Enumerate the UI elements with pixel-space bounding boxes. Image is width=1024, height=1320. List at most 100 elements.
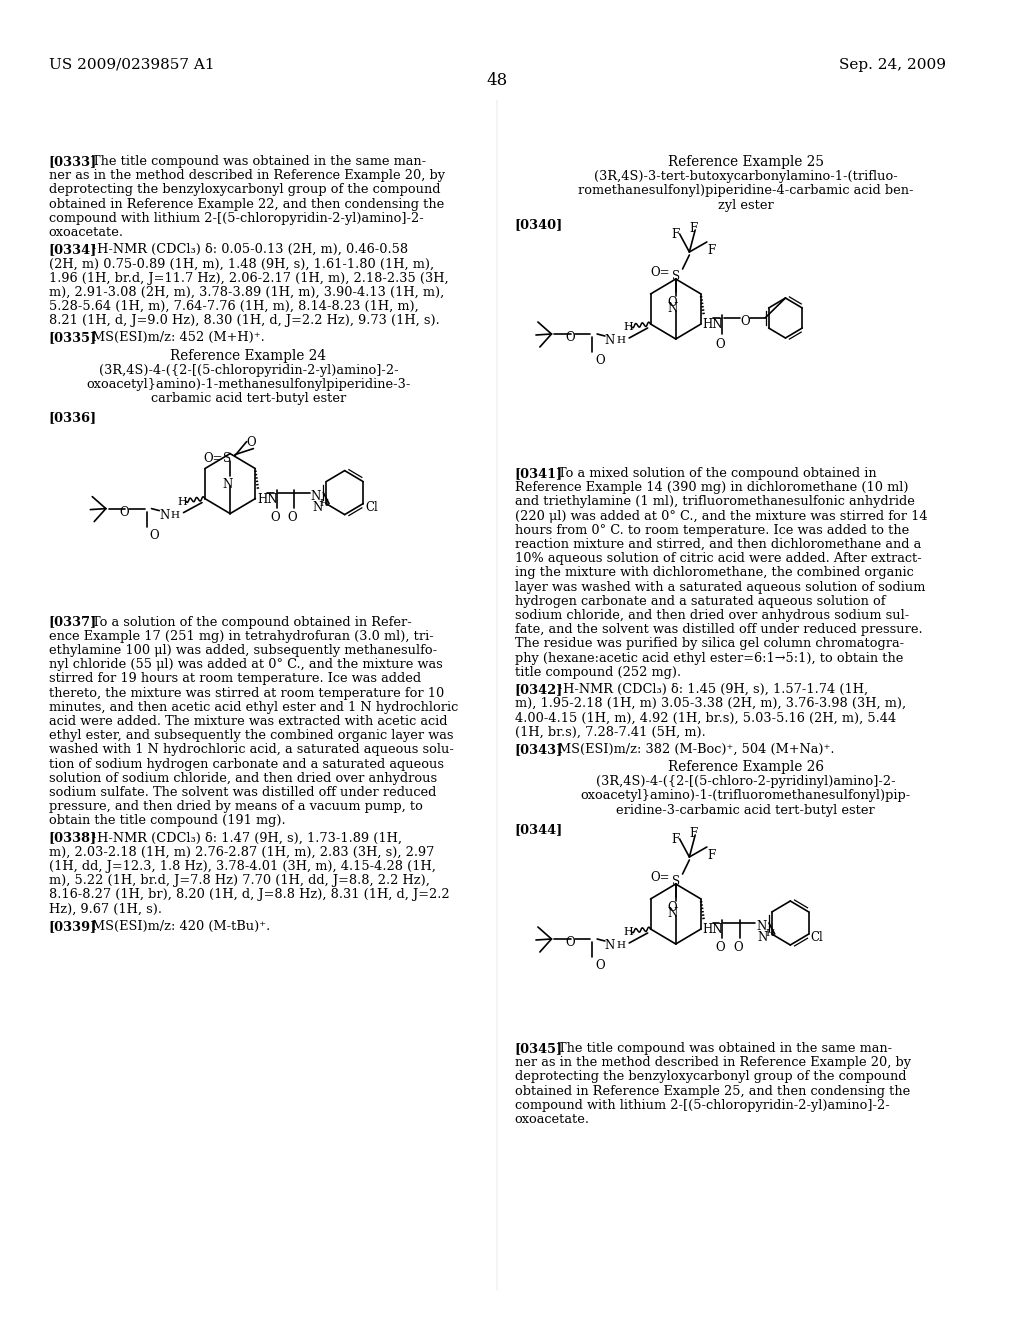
- Text: To a mixed solution of the compound obtained in: To a mixed solution of the compound obta…: [558, 467, 877, 480]
- Text: O: O: [716, 941, 725, 954]
- Text: romethanesulfonyl)piperidine-4-carbamic acid ben-: romethanesulfonyl)piperidine-4-carbamic …: [578, 185, 913, 198]
- Text: 1.96 (1H, br.d, J=11.7 Hz), 2.06-2.17 (1H, m), 2.18-2.35 (3H,: 1.96 (1H, br.d, J=11.7 Hz), 2.06-2.17 (1…: [48, 272, 449, 285]
- Text: oxoacetate.: oxoacetate.: [48, 226, 124, 239]
- Text: O: O: [667, 902, 677, 913]
- Text: The title compound was obtained in the same man-: The title compound was obtained in the s…: [92, 154, 426, 168]
- Text: O: O: [270, 511, 280, 524]
- Text: 5.28-5.64 (1H, m), 7.64-7.76 (1H, m), 8.14-8.23 (1H, m),: 5.28-5.64 (1H, m), 7.64-7.76 (1H, m), 8.…: [48, 300, 418, 313]
- Text: and triethylamine (1 ml), trifluoromethanesulfonic anhydride: and triethylamine (1 ml), trifluorometha…: [515, 495, 914, 508]
- Text: N: N: [604, 334, 614, 347]
- Text: O: O: [733, 941, 742, 954]
- Text: F: F: [672, 833, 680, 846]
- Text: m), 2.03-2.18 (1H, m) 2.76-2.87 (1H, m), 2.83 (3H, s), 2.97: m), 2.03-2.18 (1H, m) 2.76-2.87 (1H, m),…: [48, 846, 434, 859]
- Text: carbamic acid tert-butyl ester: carbamic acid tert-butyl ester: [151, 392, 346, 405]
- Text: ethylamine 100 μl) was added, subsequently methanesulfo-: ethylamine 100 μl) was added, subsequent…: [48, 644, 436, 657]
- Text: title compound (252 mg).: title compound (252 mg).: [515, 665, 681, 678]
- Text: (1H, dd, J=12.3, 1.8 Hz), 3.78-4.01 (3H, m), 4.15-4.28 (1H,: (1H, dd, J=12.3, 1.8 Hz), 3.78-4.01 (3H,…: [48, 861, 435, 873]
- Text: ¹H-NMR (CDCl₃) δ: 1.45 (9H, s), 1.57-1.74 (1H,: ¹H-NMR (CDCl₃) δ: 1.45 (9H, s), 1.57-1.7…: [558, 682, 868, 696]
- Text: H: H: [616, 337, 626, 345]
- Text: thereto, the mixture was stirred at room temperature for 10: thereto, the mixture was stirred at room…: [48, 686, 443, 700]
- Text: m), 5.22 (1H, br.d, J=7.8 Hz) 7.70 (1H, dd, J=8.8, 2.2 Hz),: m), 5.22 (1H, br.d, J=7.8 Hz) 7.70 (1H, …: [48, 874, 429, 887]
- Text: O: O: [595, 354, 605, 367]
- Text: F: F: [672, 228, 680, 242]
- Text: N: N: [668, 907, 678, 920]
- Text: S: S: [672, 271, 680, 282]
- Text: [0341]: [0341]: [515, 467, 563, 480]
- Text: obtained in Reference Example 25, and then condensing the: obtained in Reference Example 25, and th…: [515, 1085, 910, 1098]
- Text: HN: HN: [702, 923, 723, 936]
- Text: zyl ester: zyl ester: [718, 198, 773, 211]
- Text: O: O: [716, 338, 725, 351]
- Text: ¹H-NMR (CDCl₃) δ: 0.05-0.13 (2H, m), 0.46-0.58: ¹H-NMR (CDCl₃) δ: 0.05-0.13 (2H, m), 0.4…: [92, 243, 409, 256]
- Text: N: N: [310, 490, 321, 503]
- Text: phy (hexane:acetic acid ethyl ester=6:1→5:1), to obtain the: phy (hexane:acetic acid ethyl ester=6:1→…: [515, 652, 903, 664]
- Text: N: N: [222, 478, 232, 491]
- Text: [0344]: [0344]: [515, 822, 563, 836]
- Text: sodium chloride, and then dried over anhydrous sodium sul-: sodium chloride, and then dried over anh…: [515, 609, 909, 622]
- Text: oxoacetate.: oxoacetate.: [515, 1113, 590, 1126]
- Text: oxoacetyl}amino)-1-methanesulfonylpiperidine-3-: oxoacetyl}amino)-1-methanesulfonylpiperi…: [86, 378, 411, 391]
- Text: S: S: [223, 451, 231, 465]
- Text: O: O: [247, 436, 256, 449]
- Text: pressure, and then dried by means of a vacuum pump, to: pressure, and then dried by means of a v…: [48, 800, 423, 813]
- Text: 48: 48: [486, 73, 508, 88]
- Text: 10% aqueous solution of citric acid were added. After extract-: 10% aqueous solution of citric acid were…: [515, 552, 922, 565]
- Text: 8.16-8.27 (1H, br), 8.20 (1H, d, J=8.8 Hz), 8.31 (1H, d, J=2.2: 8.16-8.27 (1H, br), 8.20 (1H, d, J=8.8 H…: [48, 888, 450, 902]
- Text: Cl: Cl: [366, 500, 378, 513]
- Text: hydrogen carbonate and a saturated aqueous solution of: hydrogen carbonate and a saturated aqueo…: [515, 595, 885, 607]
- Text: O: O: [565, 936, 574, 949]
- Text: HN: HN: [702, 318, 723, 331]
- Text: m), 2.91-3.08 (2H, m), 3.78-3.89 (1H, m), 3.90-4.13 (1H, m),: m), 2.91-3.08 (2H, m), 3.78-3.89 (1H, m)…: [48, 286, 443, 298]
- Text: H: H: [624, 322, 633, 333]
- Text: H: H: [765, 929, 774, 939]
- Text: (3R,4S)-4-({2-[(5-chloro-2-pyridinyl)amino]-2-: (3R,4S)-4-({2-[(5-chloro-2-pyridinyl)ami…: [596, 775, 895, 788]
- Text: O=: O=: [650, 871, 670, 884]
- Text: O: O: [150, 528, 159, 541]
- Text: sodium sulfate. The solvent was distilled off under reduced: sodium sulfate. The solvent was distille…: [48, 785, 436, 799]
- Text: [0339]: [0339]: [48, 920, 96, 933]
- Text: [0334]: [0334]: [48, 243, 97, 256]
- Text: oxoacetyl}amino)-1-(trifluoromethanesulfonyl)pip-: oxoacetyl}amino)-1-(trifluoromethanesulf…: [581, 789, 910, 803]
- Text: nyl chloride (55 μl) was added at 0° C., and the mixture was: nyl chloride (55 μl) was added at 0° C.,…: [48, 659, 442, 671]
- Text: obtain the title compound (191 mg).: obtain the title compound (191 mg).: [48, 814, 285, 828]
- Text: (220 μl) was added at 0° C., and the mixture was stirred for 14: (220 μl) was added at 0° C., and the mix…: [515, 510, 927, 523]
- Text: O: O: [740, 315, 751, 327]
- Text: minutes, and then acetic acid ethyl ester and 1 N hydrochloric: minutes, and then acetic acid ethyl este…: [48, 701, 458, 714]
- Text: ner as in the method described in Reference Example 20, by: ner as in the method described in Refere…: [515, 1056, 910, 1069]
- Text: MS(ESI)m/z: 452 (M+H)⁺.: MS(ESI)m/z: 452 (M+H)⁺.: [92, 331, 265, 345]
- Text: N: N: [758, 931, 768, 944]
- Text: S: S: [672, 875, 680, 888]
- Text: H: H: [624, 927, 633, 937]
- Text: ing the mixture with dichloromethane, the combined organic: ing the mixture with dichloromethane, th…: [515, 566, 913, 579]
- Text: H: H: [171, 511, 180, 520]
- Text: eridine-3-carbamic acid tert-butyl ester: eridine-3-carbamic acid tert-butyl ester: [616, 804, 876, 817]
- Text: N: N: [668, 302, 678, 315]
- Text: [0337]: [0337]: [48, 615, 97, 628]
- Text: reaction mixture and stirred, and then dichloromethane and a: reaction mixture and stirred, and then d…: [515, 539, 921, 550]
- Text: O: O: [120, 506, 129, 519]
- Text: [0336]: [0336]: [48, 412, 96, 425]
- Text: Reference Example 26: Reference Example 26: [668, 760, 823, 774]
- Text: m), 1.95-2.18 (1H, m) 3.05-3.38 (2H, m), 3.76-3.98 (3H, m),: m), 1.95-2.18 (1H, m) 3.05-3.38 (2H, m),…: [515, 697, 905, 710]
- Text: [0335]: [0335]: [48, 331, 96, 345]
- Text: [0340]: [0340]: [515, 218, 563, 231]
- Text: N: N: [604, 939, 614, 952]
- Text: solution of sodium chloride, and then dried over anhydrous: solution of sodium chloride, and then dr…: [48, 772, 436, 785]
- Text: MS(ESI)m/z: 382 (M-Boc)⁺, 504 (M+Na)⁺.: MS(ESI)m/z: 382 (M-Boc)⁺, 504 (M+Na)⁺.: [558, 743, 835, 756]
- Text: ¹H-NMR (CDCl₃) δ: 1.47 (9H, s), 1.73-1.89 (1H,: ¹H-NMR (CDCl₃) δ: 1.47 (9H, s), 1.73-1.8…: [92, 832, 402, 845]
- Text: [0345]: [0345]: [515, 1041, 563, 1055]
- Text: hours from 0° C. to room temperature. Ice was added to the: hours from 0° C. to room temperature. Ic…: [515, 524, 909, 537]
- Text: [0338]: [0338]: [48, 832, 96, 845]
- Text: Reference Example 24: Reference Example 24: [170, 348, 327, 363]
- Text: N: N: [757, 920, 767, 933]
- Text: washed with 1 N hydrochloric acid, a saturated aqueous solu-: washed with 1 N hydrochloric acid, a sat…: [48, 743, 454, 756]
- Text: (3R,4S)-3-tert-butoxycarbonylamino-1-(trifluo-: (3R,4S)-3-tert-butoxycarbonylamino-1-(tr…: [594, 170, 898, 183]
- Text: F: F: [689, 828, 697, 840]
- Text: F: F: [708, 244, 716, 257]
- Text: The residue was purified by silica gel column chromatogra-: The residue was purified by silica gel c…: [515, 638, 904, 651]
- Text: F: F: [708, 849, 716, 862]
- Text: Cl: Cl: [811, 931, 823, 944]
- Text: tion of sodium hydrogen carbonate and a saturated aqueous: tion of sodium hydrogen carbonate and a …: [48, 758, 443, 771]
- Text: ner as in the method described in Reference Example 20, by: ner as in the method described in Refere…: [48, 169, 444, 182]
- Text: O=: O=: [203, 451, 222, 465]
